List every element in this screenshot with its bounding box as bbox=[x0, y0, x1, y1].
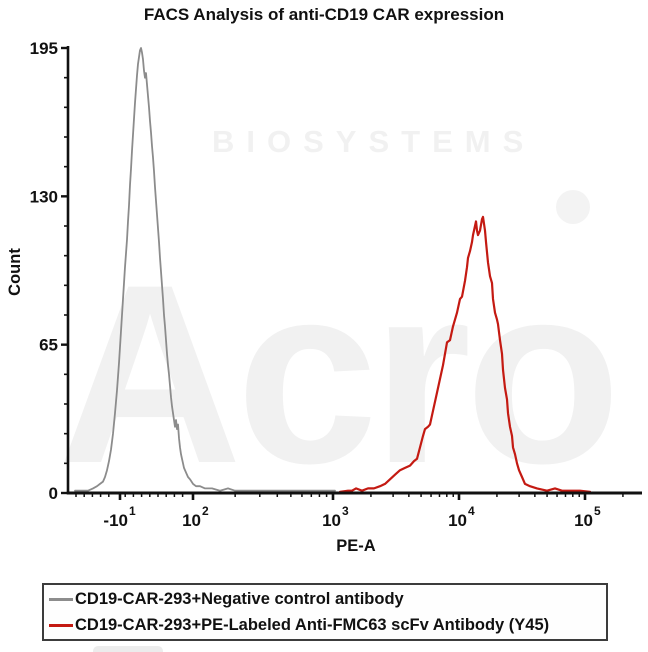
legend-item-pe-labeled: CD19-CAR-293+PE-Labeled Anti-FMC63 scFv … bbox=[49, 613, 606, 637]
histogram-curves bbox=[74, 47, 592, 493]
histogram-curve-1 bbox=[338, 215, 592, 493]
legend-label-pe-labeled: CD19-CAR-293+PE-Labeled Anti-FMC63 scFv … bbox=[75, 615, 550, 634]
x-tick-label-base: 10 bbox=[322, 511, 341, 530]
histogram-curve-0 bbox=[74, 47, 336, 492]
legend-item-negative-control: CD19-CAR-293+Negative control antibody bbox=[49, 587, 606, 611]
pe-labeled-line-swatch bbox=[49, 623, 73, 627]
x-tick-label-base: 10 bbox=[574, 511, 593, 530]
x-tick-label-exponent: 2 bbox=[202, 504, 209, 518]
y-tick-label: 0 bbox=[49, 484, 58, 503]
legend-box: CD19-CAR-293+Negative control antibody C… bbox=[42, 583, 608, 641]
x-tick-label-exponent: 1 bbox=[129, 504, 136, 518]
x-tick-label-base: -10 bbox=[103, 511, 128, 530]
negative-control-line-swatch bbox=[49, 597, 73, 601]
x-tick-label-exponent: 5 bbox=[594, 504, 601, 518]
legend-label-negative-control: CD19-CAR-293+Negative control antibody bbox=[75, 589, 404, 608]
y-tick-label: 65 bbox=[39, 336, 58, 355]
watermark-biosystems-text: BIOSYSTEMS bbox=[212, 124, 535, 159]
axes bbox=[66, 46, 642, 495]
y-tick-label: 195 bbox=[30, 39, 58, 58]
chart-title: FACS Analysis of anti-CD19 CAR expressio… bbox=[143, 5, 505, 24]
watermark-dot-icon bbox=[556, 190, 590, 224]
watermark: BIOSYSTEMS Acro bbox=[58, 124, 621, 517]
x-tick-label-exponent: 3 bbox=[342, 504, 349, 518]
x-tick-label-base: 10 bbox=[182, 511, 201, 530]
y-axis-title: Count bbox=[6, 248, 24, 296]
x-axis-title: PE-A bbox=[336, 537, 376, 555]
watermark-acro-logo: Acro bbox=[58, 232, 615, 517]
x-tick-label-base: 10 bbox=[448, 511, 467, 530]
axis-ticks bbox=[61, 46, 624, 500]
cutoff-watermark-blob bbox=[93, 646, 163, 652]
x-tick-label-exponent: 4 bbox=[468, 504, 475, 518]
y-tick-label: 130 bbox=[30, 187, 58, 206]
